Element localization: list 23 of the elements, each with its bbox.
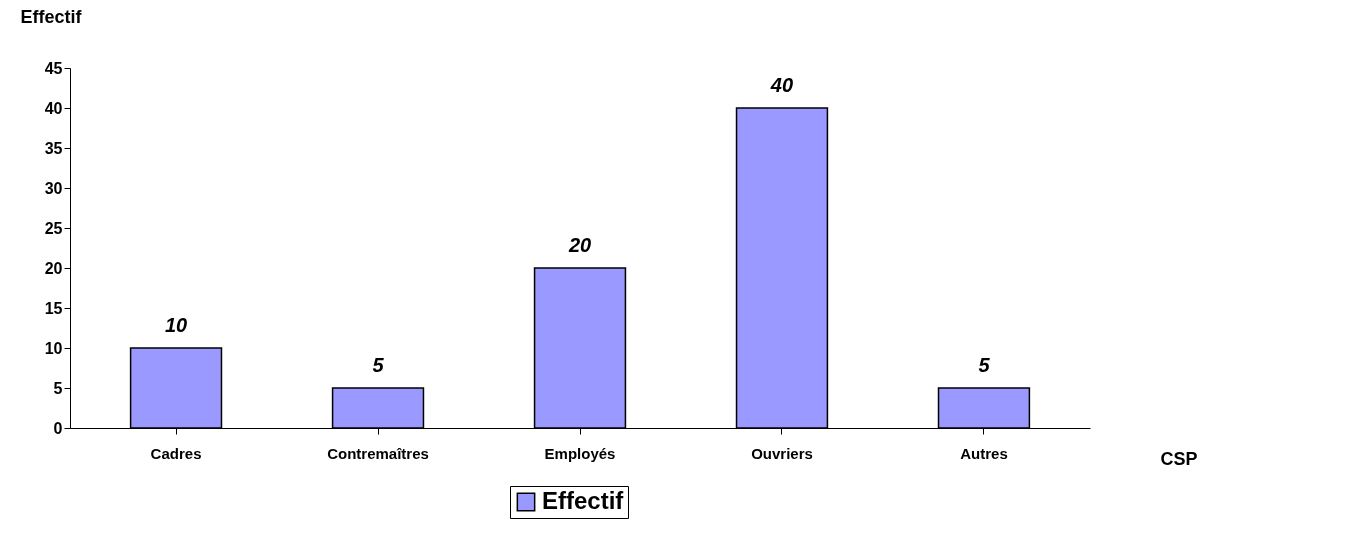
y-tick-label: 40 (44, 99, 63, 117)
legend-label: Effectif (542, 487, 625, 514)
data-label: 5 (372, 354, 385, 376)
x-tick-label: Contremaîtres (327, 444, 429, 462)
y-tick-label: 25 (44, 219, 63, 237)
data-label: 20 (567, 234, 592, 256)
data-label: 40 (769, 74, 794, 96)
y-tick-label: 5 (53, 379, 63, 397)
data-label: 10 (164, 314, 188, 336)
y-tick-label: 15 (44, 299, 63, 317)
y-axis-title: Effectif (20, 6, 83, 27)
data-label: 5 (978, 354, 991, 376)
y-tick-label: 10 (44, 339, 63, 357)
y-tick-label: 20 (44, 259, 63, 277)
x-tick-label: Ouvriers (751, 444, 813, 462)
y-tick-label: 45 (44, 59, 63, 77)
y-tick-label: 30 (44, 179, 63, 197)
y-tick-label: 35 (44, 139, 63, 157)
x-tick-label: Autres (960, 444, 1008, 462)
y-tick-label: 0 (53, 419, 63, 437)
x-tick-label: Cadres (150, 444, 202, 462)
x-axis-title: CSP (1160, 448, 1198, 469)
x-tick-label: Employés (544, 444, 616, 462)
